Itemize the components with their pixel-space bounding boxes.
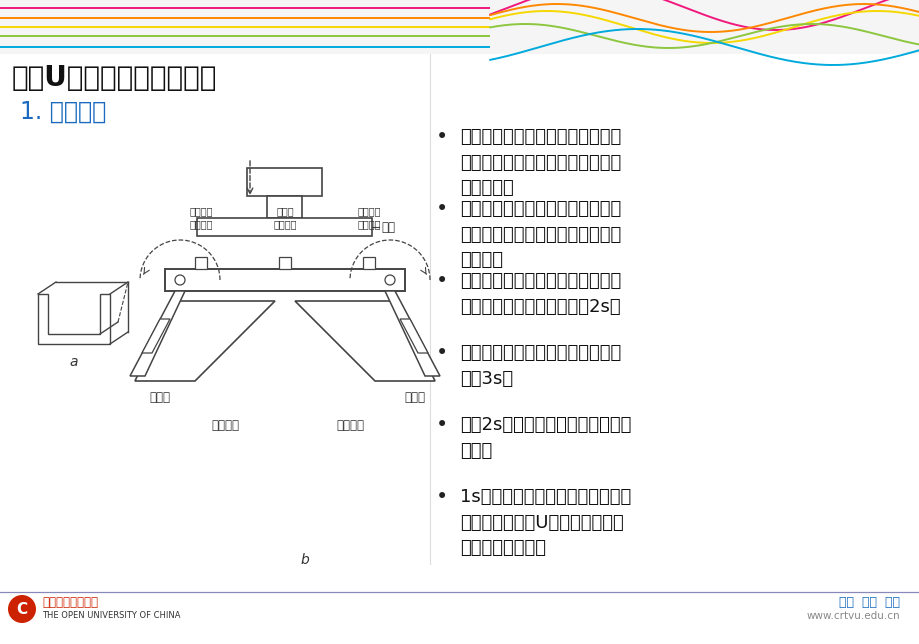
Circle shape: [384, 275, 394, 285]
Text: 模板下
限位开关: 模板下 限位开关: [273, 207, 297, 229]
Polygon shape: [400, 319, 427, 353]
Text: 一、U形板折板机控制系统: 一、U形板折板机控制系统: [12, 64, 217, 92]
Text: a: a: [70, 355, 78, 369]
Text: 右折板上
限位开关: 右折板上 限位开关: [357, 207, 380, 229]
Circle shape: [8, 595, 36, 623]
Bar: [247, 168, 323, 196]
Polygon shape: [295, 301, 435, 381]
Text: 设定左右折板折回及模板上移时间
均为3s；: 设定左右折板折回及模板上移时间 均为3s；: [460, 344, 620, 388]
Circle shape: [175, 275, 185, 285]
Bar: [165, 269, 404, 291]
Bar: [278, 257, 290, 269]
Text: 左折板: 左折板: [149, 391, 170, 404]
Text: C: C: [17, 601, 28, 616]
Text: •: •: [436, 415, 448, 435]
Polygon shape: [142, 319, 170, 353]
Text: 1. 工作原理: 1. 工作原理: [20, 100, 106, 124]
Text: 左折板上
限位开关: 左折板上 限位开关: [189, 207, 212, 229]
Text: 自强  求知  有为: 自强 求知 有为: [838, 596, 899, 609]
Text: 左右折板开始上折，上折到位压下
限位开关停止动作，并保持2s；: 左右折板开始上折，上折到位压下 限位开关停止动作，并保持2s；: [460, 272, 620, 316]
Text: 保压2s后，左右折板先动作，开始
折回；: 保压2s后，左右折板先动作，开始 折回；: [460, 416, 630, 460]
Polygon shape: [130, 291, 185, 376]
Text: www.crtvu.edu.cn: www.crtvu.edu.cn: [805, 611, 899, 621]
Text: 1s后，模板开始上移，当都复位停
止动作时，取下U型板，一块板料
的加工过程结束。: 1s后，模板开始上移，当都复位停 止动作时，取下U型板，一块板料 的加工过程结束…: [460, 488, 630, 558]
Text: 当模板上移到位，左、右折板返回
原位时，将裁好的金属板料放在工
作平台上；: 当模板上移到位，左、右折板返回 原位时，将裁好的金属板料放在工 作平台上；: [460, 128, 620, 198]
Text: •: •: [436, 199, 448, 219]
Text: •: •: [436, 343, 448, 363]
Text: •: •: [436, 487, 448, 507]
Text: 中央广播电视大学: 中央广播电视大学: [42, 596, 98, 609]
Bar: [363, 257, 375, 269]
Text: 右折板: 右折板: [404, 391, 425, 404]
Polygon shape: [384, 291, 439, 376]
Polygon shape: [135, 301, 275, 381]
Bar: [267, 196, 302, 218]
Polygon shape: [38, 294, 110, 344]
Text: THE OPEN UNIVERSITY OF CHINA: THE OPEN UNIVERSITY OF CHINA: [42, 612, 180, 621]
Text: 按下启动按钮，模板开始下移，到
位时压下下限位开关停止下移并压
紧板料；: 按下启动按钮，模板开始下移，到 位时压下下限位开关停止下移并压 紧板料；: [460, 200, 620, 269]
Bar: [198, 218, 372, 236]
Text: 气压机构: 气压机构: [210, 419, 239, 432]
Text: •: •: [436, 271, 448, 291]
Text: b: b: [301, 553, 309, 567]
Bar: [195, 257, 207, 269]
Text: 气压机构: 气压机构: [335, 419, 364, 432]
Text: 模板: 模板: [381, 220, 395, 234]
Text: •: •: [436, 127, 448, 147]
